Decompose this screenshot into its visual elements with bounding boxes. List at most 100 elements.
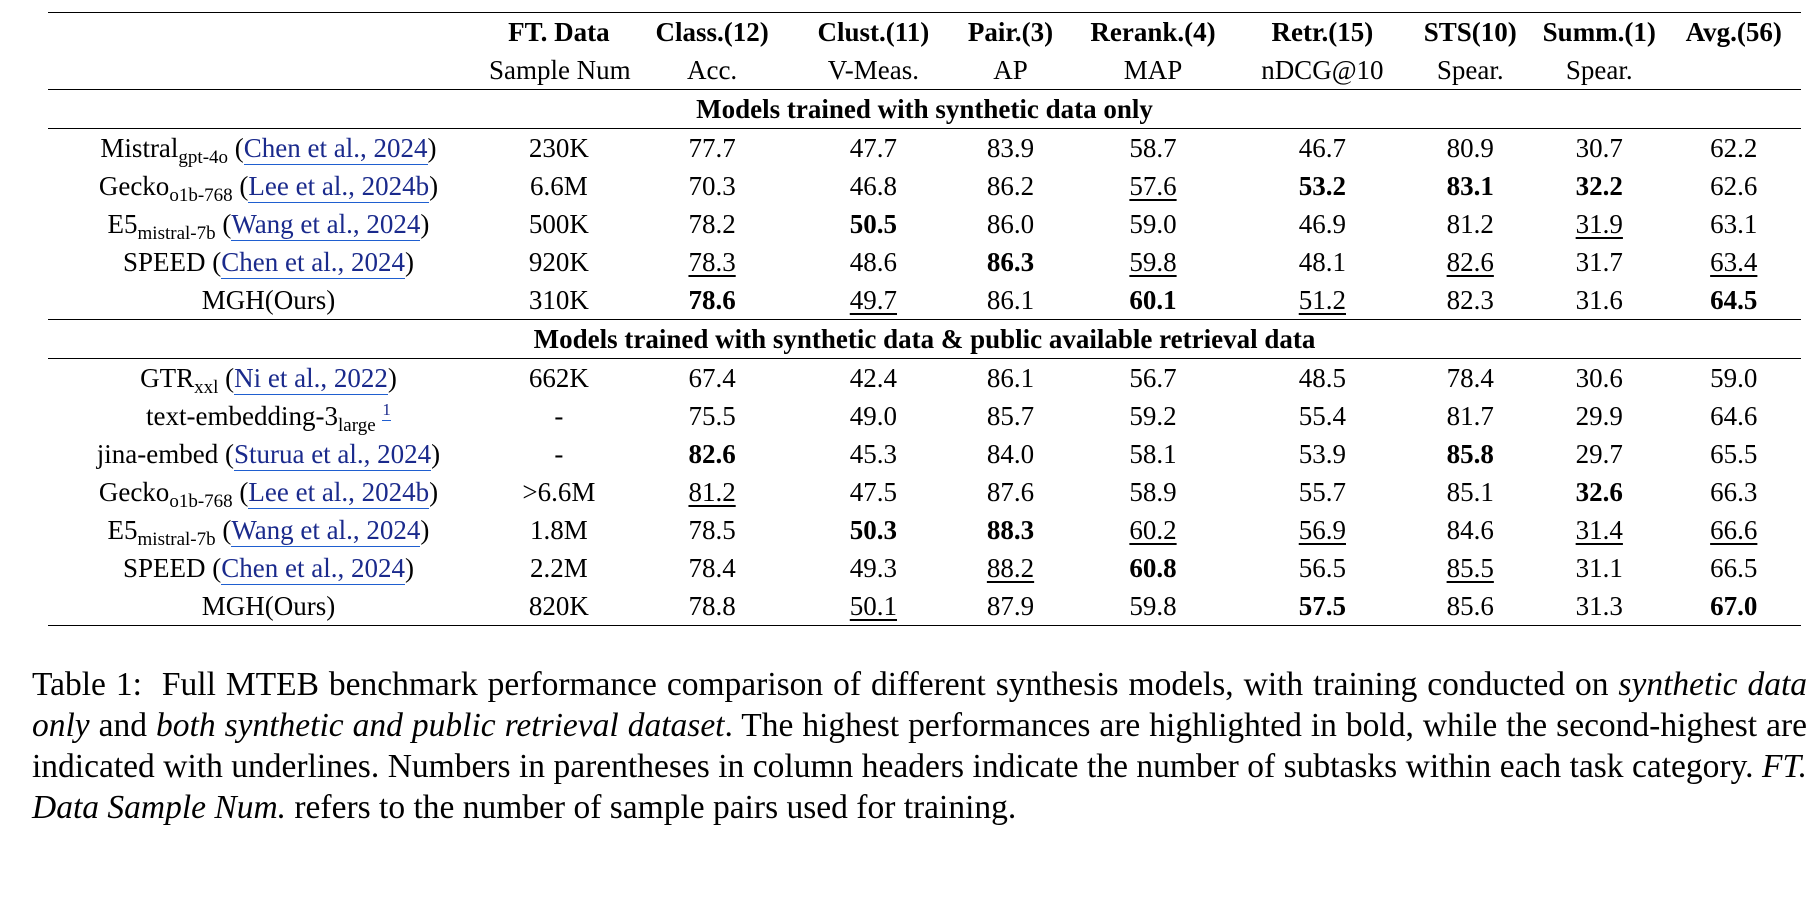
model-subscript: mistral-7b [137,222,216,244]
value-cell: 60.8 [1070,549,1237,587]
cell-value: 47.7 [849,132,898,163]
value-cell: 47.5 [795,473,951,511]
header-cell [48,51,489,90]
table-row: SPEED (Chen et al., 2024) 920K 78.3 48.6 86.… [48,243,1801,281]
table-row: SPEED (Chen et al., 2024) 2.2M 78.4 49.3 88.… [48,549,1801,587]
cell-value: 48.5 [1298,362,1346,393]
value-cell: 56.7 [1070,359,1237,398]
model-subscript: o1b-768 [169,490,233,512]
cell-value: 66.5 [1710,552,1758,583]
value-cell: 78.4 [1408,359,1532,398]
cell-value: 58.7 [1129,132,1177,163]
header-cell: V-Meas. [795,51,952,90]
cell-value: 66.3 [1710,476,1758,507]
caption-text: Full MTEB benchmark performance comparis… [161,666,1619,703]
cell-value: 47.5 [849,476,898,507]
cell-value: 67.0 [1710,590,1758,621]
cell-value: 81.7 [1446,400,1494,431]
cell-value: 82.3 [1446,284,1494,315]
table-body: Models trained with synthetic data only M… [48,89,1802,626]
value-cell: 83.1 [1408,167,1532,205]
caption-label: Table 1: [32,666,142,703]
cell-value: 86.1 [986,362,1035,393]
caption-emphasis: FT. Data Sample Num. [32,748,1807,826]
model-subscript: large [338,414,376,436]
cell-value: 31.6 [1575,284,1623,315]
model-name-cell: MGH(Ours) [48,587,489,626]
value-cell: 58.1 [1070,435,1237,473]
header-row-2: Sample Num Acc. V-Meas. AP MAP nDCG@10 S… [48,51,1801,90]
value-cell: 50.5 [795,205,951,243]
cell-value: 77.7 [688,132,736,163]
header-cell [1666,51,1801,90]
cell-value: - [554,400,564,431]
citation-link[interactable]: Wang et al., 2024 [231,514,421,547]
cell-value: 83.9 [986,132,1035,163]
cell-value: 32.6 [1575,476,1623,507]
citation-link[interactable]: Wang et al., 2024 [231,208,421,241]
model-name: Gecko [98,170,170,201]
value-cell: 60.2 [1070,511,1237,549]
value-cell: 6.6M [489,167,629,205]
value-cell: 87.6 [951,473,1069,511]
cell-value: 49.3 [849,552,898,583]
value-cell: 31.9 [1532,205,1666,243]
cell-value: 83.1 [1446,170,1494,201]
cell-value: 50.3 [849,514,898,545]
value-cell: 88.2 [951,549,1069,587]
citation-link[interactable]: Chen et al., 2024 [221,552,405,585]
cell-value: 59.0 [1710,362,1758,393]
value-cell: 31.4 [1532,511,1666,549]
cell-value: 78.4 [688,552,736,583]
cell-value: 662K [528,362,589,393]
value-cell: 46.8 [795,167,951,205]
cell-value: 1.8M [529,514,588,545]
cell-value: 85.7 [986,400,1035,431]
footnote-link[interactable]: 1 [382,399,391,421]
model-name-cell: MGH(Ours) [48,281,489,320]
value-cell: 230K [489,129,629,168]
cell-value: 46.9 [1298,208,1346,239]
value-cell: 78.8 [628,587,796,626]
header-cell: Class.(12) [628,12,796,51]
cell-value: 31.7 [1575,246,1623,277]
value-cell: 67.4 [629,359,796,398]
cell-value: 31.1 [1575,552,1623,583]
model-name: E5 [107,514,138,545]
value-cell: 55.4 [1236,397,1408,435]
cell-value: 86.1 [986,284,1035,315]
model-name-cell: SPEED (Chen et al., 2024) [122,246,414,279]
citation-link[interactable]: Sturua et al., 2024 [233,438,432,471]
value-cell: 66.3 [1667,473,1802,511]
cell-value: 60.1 [1129,284,1177,315]
value-cell: 64.5 [1667,281,1802,320]
cell-value: 57.5 [1298,590,1346,621]
cell-value: 58.9 [1129,476,1177,507]
cell-value: - [554,438,564,469]
citation-link[interactable]: Ni et al., 2022 [234,362,388,395]
citation-link[interactable]: Lee et al., 2024b [248,476,430,509]
model-name-cell: GTRxxl (Ni et al., 2022) [140,362,397,398]
value-cell: 31.7 [1532,243,1666,281]
section-title: Models trained with synthetic data & pub… [48,319,1801,359]
value-cell: 59.0 [1667,359,1802,398]
model-name: E5 [107,208,138,239]
cell-value: 78.4 [1446,362,1494,393]
cell-value: 65.5 [1710,438,1758,469]
cell-value: 57.6 [1129,170,1177,201]
citation-link[interactable]: Chen et al., 2024 [221,246,405,279]
results-table: FT. Data Class.(12) Clust.(11) Pair.(3) … [48,12,1801,626]
value-cell: 86.1 [951,359,1069,398]
cell-value: 84.6 [1446,514,1494,545]
table-row: jina-embed (Sturua et al., 2024) - 82.6 45.… [48,435,1801,473]
header-cell: Spear. [1532,51,1667,90]
value-cell: 62.2 [1667,129,1802,168]
table-row: E5mistral-7b (Wang et al., 2024) 1.8M 78.5… [48,511,1801,549]
citation-link[interactable]: Lee et al., 2024b [248,170,430,203]
header-cell: Acc. [628,51,796,90]
citation-link[interactable]: Chen et al., 2024 [243,132,428,165]
cell-value: 85.6 [1446,590,1494,621]
model-name-cell: E5mistral-7b (Wang et al., 2024) [107,208,430,244]
cell-value: 59.0 [1129,208,1177,239]
cell-value: 30.6 [1575,362,1623,393]
